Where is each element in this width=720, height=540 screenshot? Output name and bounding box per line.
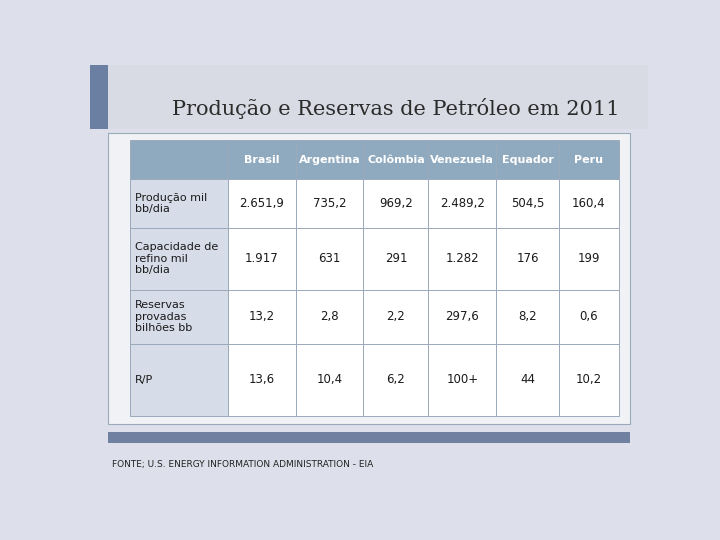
Bar (428, 343, 496, 416)
Text: Venezuela: Venezuela (431, 154, 494, 165)
Text: 13,6: 13,6 (248, 373, 275, 386)
Text: 8,2: 8,2 (518, 310, 537, 323)
Text: 6,2: 6,2 (387, 373, 405, 386)
Bar (428, 179, 496, 228)
Text: Reservas
provadas
bilhões bb: Reservas provadas bilhões bb (135, 300, 192, 333)
Text: Capacidade de
refino mil
bb/dia: Capacidade de refino mil bb/dia (135, 242, 218, 275)
Bar (559, 140, 619, 179)
Text: 969,2: 969,2 (379, 197, 413, 210)
Text: Peru: Peru (575, 154, 603, 165)
Bar (296, 179, 364, 228)
Text: 1.282: 1.282 (446, 252, 479, 265)
Text: 176: 176 (516, 252, 539, 265)
Text: 44: 44 (520, 373, 535, 386)
Text: 291: 291 (384, 252, 407, 265)
Text: 2,2: 2,2 (387, 310, 405, 323)
Bar (130, 290, 228, 343)
Bar (364, 179, 428, 228)
Bar (228, 343, 296, 416)
Bar (130, 140, 228, 179)
Bar (364, 343, 428, 416)
Bar (130, 179, 228, 228)
Bar (90, 65, 648, 129)
Text: 1.917: 1.917 (245, 252, 279, 265)
Bar (559, 228, 619, 290)
Text: 297,6: 297,6 (446, 310, 480, 323)
Text: Produção mil
bb/dia: Produção mil bb/dia (135, 193, 207, 214)
Bar (559, 290, 619, 343)
Bar (228, 290, 296, 343)
Bar (364, 290, 428, 343)
Bar (496, 290, 559, 343)
Text: 2.489,2: 2.489,2 (440, 197, 485, 210)
Bar (296, 140, 364, 179)
Bar (496, 228, 559, 290)
Bar (364, 228, 428, 290)
Bar (296, 343, 364, 416)
Text: Colômbia: Colômbia (367, 154, 425, 165)
Bar (428, 228, 496, 290)
Bar (228, 228, 296, 290)
Text: 2.651,9: 2.651,9 (239, 197, 284, 210)
Bar (296, 228, 364, 290)
Text: Argentina: Argentina (299, 154, 360, 165)
Text: R/P: R/P (135, 375, 153, 385)
Bar (496, 179, 559, 228)
Text: 504,5: 504,5 (510, 197, 544, 210)
Text: 2,8: 2,8 (320, 310, 339, 323)
Text: 100+: 100+ (446, 373, 478, 386)
Text: Equador: Equador (502, 154, 554, 165)
Text: 735,2: 735,2 (312, 197, 346, 210)
Bar (90, 65, 108, 129)
Text: 199: 199 (577, 252, 600, 265)
Bar (130, 343, 228, 416)
Bar (496, 140, 559, 179)
Bar (428, 140, 496, 179)
Bar (108, 431, 630, 443)
Bar (364, 140, 428, 179)
Bar (296, 290, 364, 343)
Text: 631: 631 (318, 252, 341, 265)
Text: 10,4: 10,4 (316, 373, 343, 386)
Bar (559, 343, 619, 416)
Text: 0,6: 0,6 (580, 310, 598, 323)
Bar (559, 179, 619, 228)
Text: 160,4: 160,4 (572, 197, 606, 210)
Bar (228, 140, 296, 179)
Bar (228, 179, 296, 228)
Bar (130, 228, 228, 290)
Bar (108, 133, 630, 424)
Text: Brasil: Brasil (244, 154, 279, 165)
Bar (428, 290, 496, 343)
Text: 13,2: 13,2 (248, 310, 275, 323)
Text: 10,2: 10,2 (576, 373, 602, 386)
Bar (496, 343, 559, 416)
Text: FONTE; U.S. ENERGY INFORMATION ADMINISTRATION - EIA: FONTE; U.S. ENERGY INFORMATION ADMINISTR… (112, 460, 374, 469)
Text: Produção e Reservas de Petróleo em 2011: Produção e Reservas de Petróleo em 2011 (173, 98, 620, 119)
